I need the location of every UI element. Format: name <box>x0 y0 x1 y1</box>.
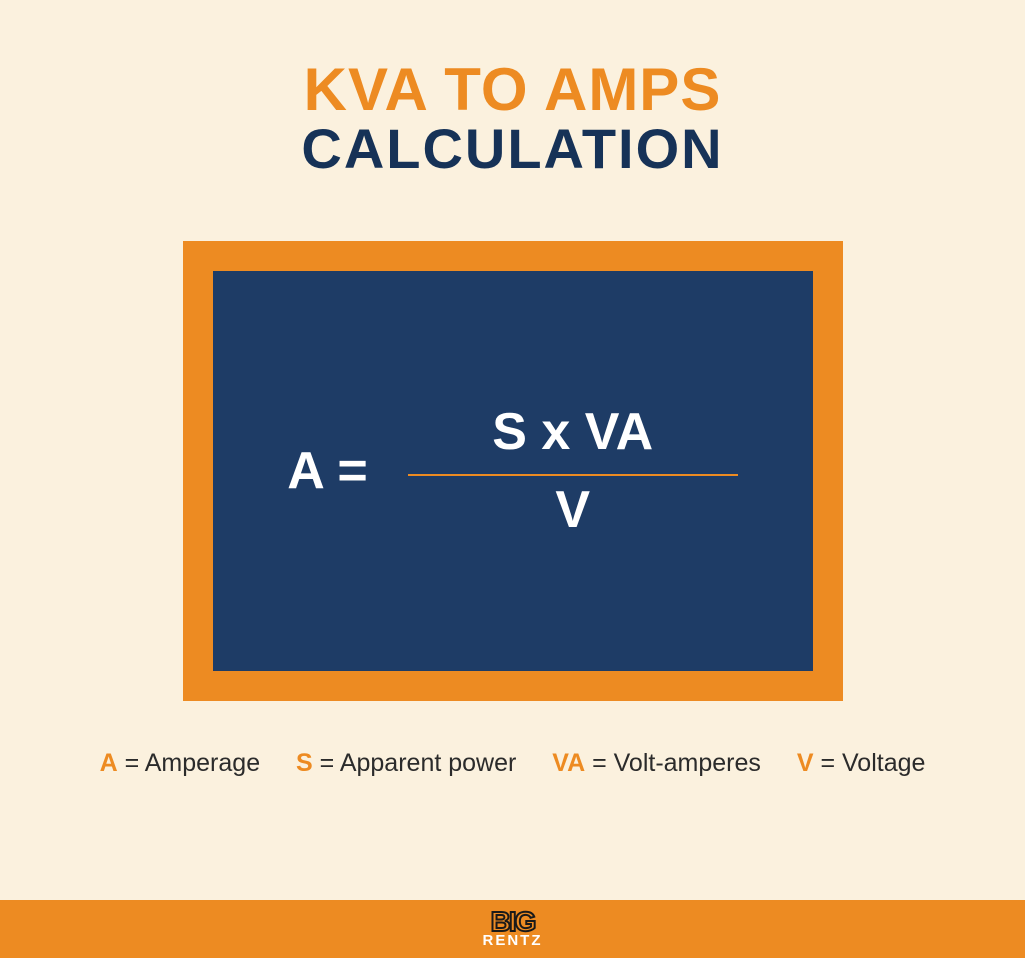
footer-bar: BIG RENTZ <box>0 900 1025 958</box>
legend-key-3: V <box>797 749 814 777</box>
formula-outer-box: A = S x VA V <box>183 241 843 701</box>
brand-logo: BIG RENTZ <box>483 911 543 947</box>
formula-denominator: V <box>555 476 590 540</box>
logo-top: BIG <box>483 911 543 933</box>
formula-inner-box: A = S x VA V <box>213 271 813 671</box>
legend-row: A = Amperage S = Apparent power VA = Vol… <box>0 749 1025 778</box>
infographic-page: KVA TO AMPS CALCULATION A = S x VA V A =… <box>0 0 1025 958</box>
legend-eq-3: = <box>820 749 842 777</box>
formula-fraction: S x VA V <box>408 402 738 540</box>
title-line-1: KVA TO AMPS <box>0 55 1025 124</box>
title-block: KVA TO AMPS CALCULATION <box>0 0 1025 181</box>
legend-key-1: S <box>296 749 313 777</box>
logo-bottom: RENTZ <box>483 935 543 947</box>
legend-eq-1: = <box>320 749 340 777</box>
formula-lhs: A = <box>287 441 367 501</box>
legend-label-2: Volt-amperes <box>614 749 761 777</box>
formula-numerator: S x VA <box>462 402 683 474</box>
legend-label-0: Amperage <box>145 749 260 777</box>
legend-label-1: Apparent power <box>340 749 517 777</box>
legend-label-3: Voltage <box>842 749 925 777</box>
legend-eq-0: = <box>125 749 145 777</box>
legend-key-0: A <box>100 749 118 777</box>
title-line-2: CALCULATION <box>0 116 1025 181</box>
legend-key-2: VA <box>552 749 585 777</box>
legend-eq-2: = <box>592 749 614 777</box>
